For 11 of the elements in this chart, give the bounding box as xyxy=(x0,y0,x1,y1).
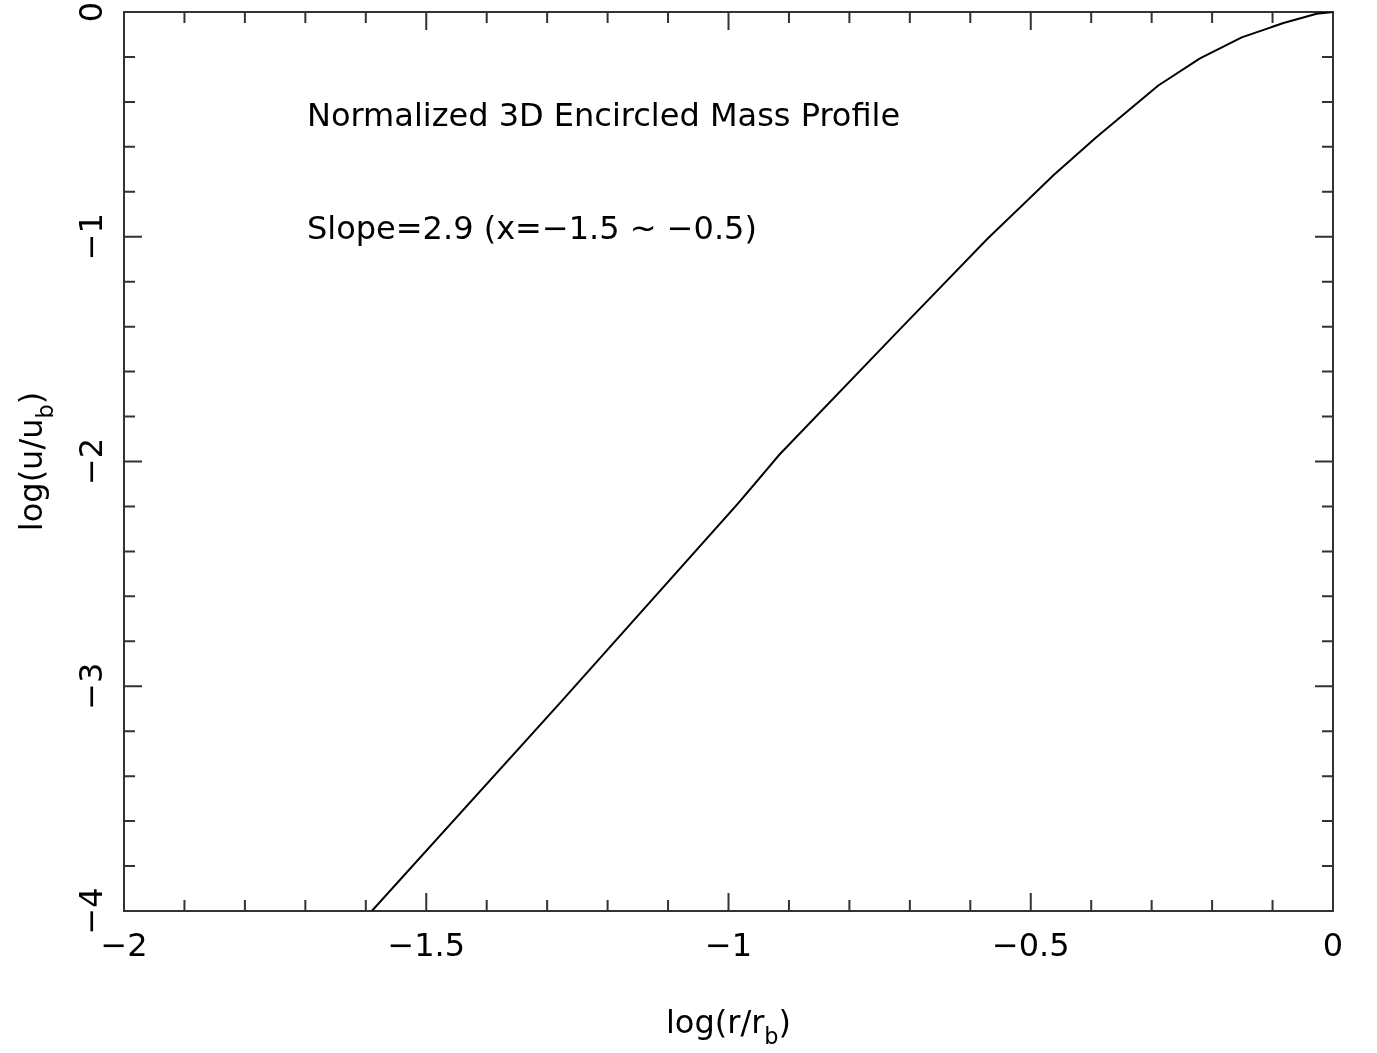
y-tick-label: −2 xyxy=(72,437,110,486)
x-tick-label: −1.5 xyxy=(387,926,466,964)
y-axis-title: log(u/ub) xyxy=(12,391,59,532)
y-tick-label: 0 xyxy=(72,1,110,23)
x-tick-label: 0 xyxy=(1322,926,1344,964)
y-tick-label: −1 xyxy=(72,213,110,261)
annotation: Normalized 3D Encircled Mass Profile xyxy=(307,96,901,134)
annotation: Slope=2.9 (x=−1.5 ~ −0.5) xyxy=(307,209,757,247)
y-tick-label: −3 xyxy=(72,662,110,710)
x-tick-label: −0.5 xyxy=(991,926,1070,964)
x-tick-label: −1 xyxy=(704,926,753,964)
